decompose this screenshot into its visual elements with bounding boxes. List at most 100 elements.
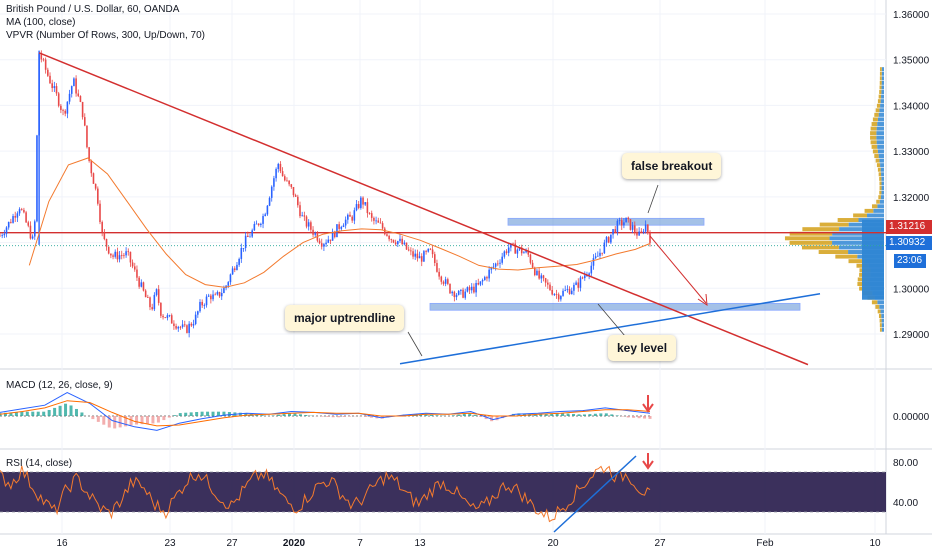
- vpvr-up-bar: [881, 177, 884, 181]
- candle-body: [612, 229, 614, 234]
- vpvr-up-bar: [882, 328, 884, 332]
- candle-body: [382, 223, 384, 228]
- candle-body: [584, 275, 586, 278]
- candle-body: [488, 270, 490, 279]
- candle-body: [417, 254, 419, 259]
- candle-body: [395, 242, 397, 244]
- candle-body: [169, 315, 171, 316]
- candle-body: [67, 102, 69, 114]
- macd-hist-bar: [146, 416, 149, 424]
- major-uptrendline-callout[interactable]: major uptrendline: [285, 305, 404, 331]
- candle-body: [173, 324, 175, 326]
- candle-body: [141, 282, 143, 286]
- vpvr-legend[interactable]: VPVR (Number Of Rows, 300, Up/Down, 70): [6, 29, 205, 42]
- false-breakout-callout[interactable]: false breakout: [622, 153, 721, 179]
- macd-hist-bar: [20, 412, 23, 416]
- macd-hist-bar: [599, 413, 602, 416]
- candle-body: [75, 78, 77, 93]
- time-tick-label: 27: [654, 538, 666, 549]
- candle-body: [114, 252, 116, 257]
- price-pane[interactable]: [0, 50, 886, 364]
- vpvr-down-bar: [880, 319, 882, 323]
- vpvr-down-bar: [872, 204, 877, 208]
- candle-body: [254, 224, 256, 230]
- price-tick-label: 1.29000: [893, 330, 930, 341]
- candle-body: [238, 259, 240, 265]
- downtrend-line[interactable]: [39, 53, 808, 365]
- candle-body: [445, 279, 447, 284]
- candle-body: [221, 293, 223, 296]
- macd-hist-bar: [337, 416, 340, 417]
- symbol-title[interactable]: British Pound / U.S. Dollar, 60, OANDA: [6, 3, 179, 16]
- candle-body: [258, 224, 260, 225]
- candle-body: [577, 282, 579, 287]
- candle-body: [310, 222, 312, 229]
- macd-legend[interactable]: MACD (12, 26, close, 9): [6, 379, 113, 392]
- price-tick-label: 1.32000: [893, 193, 930, 204]
- macd-hist-bar: [321, 416, 324, 417]
- macd-hist-bar: [162, 416, 165, 420]
- time-tick-label: Feb: [756, 538, 774, 549]
- vpvr-up-bar: [873, 209, 884, 213]
- candle-body: [112, 255, 114, 256]
- candle-body: [299, 205, 301, 216]
- candle-body: [80, 96, 82, 102]
- vpvr-down-bar: [880, 328, 882, 332]
- macd-hist-bar: [80, 412, 83, 416]
- candle-body: [271, 187, 273, 198]
- macd-hist-bar: [463, 414, 466, 416]
- time-tick-label: 16: [56, 538, 68, 549]
- candle-body: [273, 178, 275, 187]
- vpvr-down-bar: [790, 241, 833, 245]
- candle-body: [369, 213, 371, 214]
- macd-hist-bar: [474, 415, 477, 416]
- key-level-callout[interactable]: key level: [608, 335, 676, 361]
- candle-body: [71, 86, 73, 94]
- candle-body: [160, 303, 162, 316]
- candle-body: [62, 110, 64, 111]
- candle-body: [134, 266, 136, 269]
- vpvr-up-bar: [877, 127, 884, 131]
- candle-body: [284, 176, 286, 180]
- resistance-zone[interactable]: [508, 218, 704, 225]
- candle-body: [569, 289, 571, 294]
- macd-hist-bar: [364, 416, 367, 417]
- candle-body: [327, 240, 329, 243]
- candle-body: [380, 223, 382, 224]
- vpvr-down-bar: [878, 195, 881, 199]
- macd-hist-bar: [638, 416, 641, 418]
- macd-hist-bar: [113, 416, 116, 428]
- candle-body: [101, 222, 103, 232]
- vpvr-down-bar: [873, 149, 878, 153]
- vpvr-down-bar: [878, 168, 881, 172]
- candle-body: [567, 289, 569, 290]
- candle-body: [438, 272, 440, 277]
- vpvr-up-bar: [882, 81, 884, 85]
- candle-body: [117, 252, 119, 260]
- vpvr-down-bar: [876, 159, 880, 163]
- candle-body: [175, 326, 177, 329]
- macd-hist-bar: [293, 414, 296, 416]
- candle-body: [99, 204, 101, 222]
- macd-hist-bar: [272, 415, 275, 416]
- candle-body: [149, 297, 151, 307]
- rsi-pane[interactable]: [0, 453, 886, 532]
- candle-body: [54, 86, 56, 88]
- macd-hist-bar: [588, 414, 591, 416]
- candle-body: [123, 255, 125, 256]
- macd-pane[interactable]: [0, 393, 653, 431]
- candle-body: [458, 291, 460, 295]
- ma-legend[interactable]: MA (100, close): [6, 16, 75, 29]
- macd-hist-bar: [435, 415, 438, 416]
- candle-body: [143, 282, 145, 290]
- vpvr-down-bar: [879, 172, 881, 176]
- candle-body: [477, 283, 479, 285]
- candle-body: [262, 216, 264, 224]
- candle-body: [532, 263, 534, 268]
- candle-body: [430, 249, 432, 250]
- rsi-legend[interactable]: RSI (14, close): [6, 457, 72, 470]
- candle-body: [377, 220, 379, 222]
- candle-body: [614, 229, 616, 232]
